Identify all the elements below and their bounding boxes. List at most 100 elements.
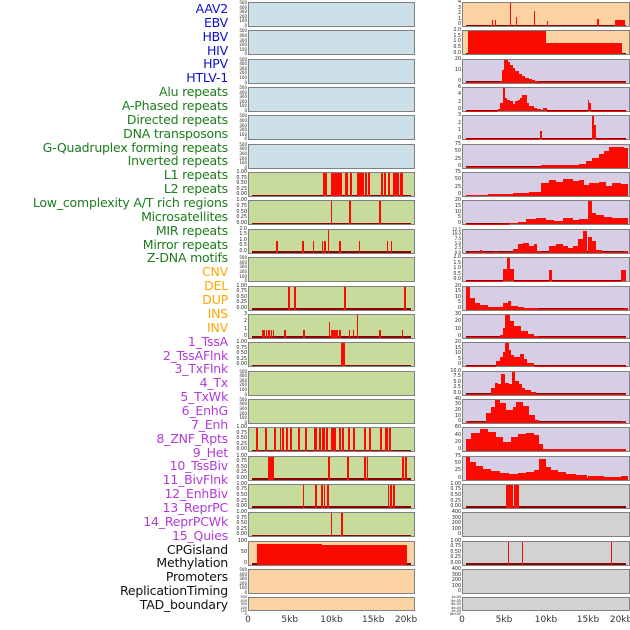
red-bar	[620, 476, 629, 480]
y-tick: 0.00	[450, 560, 461, 566]
y-tick: 1	[457, 128, 461, 134]
red-bar	[549, 245, 556, 253]
y-tick: 7.5	[453, 374, 461, 380]
track-label-2-tssaflnk: 2_TssAFlnk	[162, 347, 228, 363]
track-plot-z-dna-motifs: 1.00 0.75 0.50 0.25 0.00	[236, 510, 415, 538]
track-label-cnv: CNV	[201, 264, 228, 280]
red-bar	[505, 383, 509, 395]
y-tick: 1.5	[453, 260, 461, 266]
red-bar	[533, 11, 535, 26]
track-plot-11-bivflnk: 20 15 10 5 0	[455, 340, 630, 368]
red-bar	[517, 307, 525, 310]
track-plot-aav2: 500 400 300 200 100 0	[239, 1, 415, 27]
y-tick: 10.0	[452, 231, 461, 237]
y-tick: 0.25	[236, 300, 247, 306]
red-bar	[510, 64, 513, 83]
track-label-9-het: 9_Het	[192, 444, 228, 460]
red-bar	[494, 250, 498, 253]
y-axis-ticks: 500 400 300 200 100 0	[227, 568, 247, 595]
y-tick: 0	[244, 612, 247, 617]
red-bar	[555, 181, 563, 197]
y-tick: 50	[454, 149, 461, 155]
red-bar	[535, 420, 540, 423]
y-tick: 4e-05	[451, 605, 461, 610]
y-tick: 0.00	[236, 305, 247, 311]
y-tick: 0.0	[453, 50, 461, 56]
red-bar	[531, 392, 537, 395]
red-bar	[331, 428, 337, 452]
y-axis-ticks: 400 300 200 100 0	[441, 567, 461, 595]
red-bar	[494, 382, 498, 395]
y-axis-ticks: 1.00 0.75 0.50 0.25 0.00	[227, 170, 247, 198]
red-bar	[527, 334, 535, 338]
y-tick: 200	[239, 127, 247, 133]
y-tick: 500	[239, 0, 247, 5]
red-bar	[284, 330, 286, 338]
y-tick: 0.00	[236, 192, 247, 198]
red-bar	[517, 221, 527, 225]
y-tick: 50	[240, 549, 247, 555]
red-bar	[572, 220, 580, 225]
red-bar	[555, 449, 626, 452]
red-bar	[501, 373, 506, 395]
track-plot-htlv-1: 500 400 300 200 100 0	[239, 142, 415, 169]
red-bar	[276, 241, 278, 253]
red-bar	[302, 241, 304, 253]
red-bar	[479, 429, 488, 452]
red-bar	[557, 472, 566, 480]
red-bar	[531, 80, 536, 83]
y-tick: 20	[454, 319, 461, 325]
y-tick: 2	[243, 319, 247, 325]
red-bar	[491, 470, 500, 480]
zero-baseline	[466, 364, 626, 367]
red-bar	[508, 384, 512, 395]
zero-baseline	[466, 421, 626, 423]
red-bar	[536, 250, 541, 253]
y-tick: 0	[244, 589, 247, 595]
track-label-promoters: Promoters	[165, 569, 228, 585]
red-bar	[549, 180, 556, 197]
red-bar	[506, 100, 511, 112]
track-plot-9-het: 20 15 10 5 0	[455, 284, 630, 311]
red-bar	[282, 428, 285, 452]
y-tick: 0	[457, 475, 461, 481]
y-tick: 0	[457, 305, 461, 311]
red-bar	[506, 410, 513, 423]
red-bar	[368, 173, 371, 197]
y-tick: 1.00	[236, 340, 247, 346]
red-bar	[526, 471, 535, 480]
red-bar	[476, 465, 483, 480]
red-bar	[513, 484, 519, 508]
red-bar	[289, 428, 292, 452]
track-plot-dna-transposons: 500 400 300 200 100 0	[239, 256, 415, 283]
red-bar	[512, 67, 516, 83]
y-tick: 20	[454, 56, 461, 62]
red-bar	[594, 125, 596, 140]
y-tick: 2	[457, 120, 461, 126]
red-bar	[389, 428, 392, 452]
red-bar	[510, 321, 515, 338]
y-axis-ticks: 400 300 200 100 0	[441, 510, 461, 538]
y-tick: 10	[454, 209, 461, 215]
y-tick: 0.50	[450, 549, 461, 555]
y-tick: 0	[244, 419, 247, 425]
red-bar	[302, 484, 305, 508]
red-bar	[323, 484, 326, 508]
y-tick: 1.00	[236, 453, 247, 459]
red-bar	[592, 241, 596, 253]
red-bar	[512, 406, 517, 423]
y-tick: 0	[457, 78, 461, 84]
zero-baseline	[466, 137, 626, 140]
y-tick: 400	[239, 4, 247, 10]
y-tick: 200	[240, 605, 247, 610]
y-tick: 75	[454, 453, 461, 459]
y-tick: 3	[243, 311, 247, 317]
red-bar	[497, 384, 502, 395]
y-tick: 200	[239, 580, 247, 586]
red-bar	[621, 420, 627, 423]
red-bar	[515, 100, 518, 112]
red-bar	[620, 184, 629, 197]
red-bar	[514, 326, 522, 338]
x-axis-left: 0 5kb 10kb 15kb 20kb	[245, 615, 417, 629]
